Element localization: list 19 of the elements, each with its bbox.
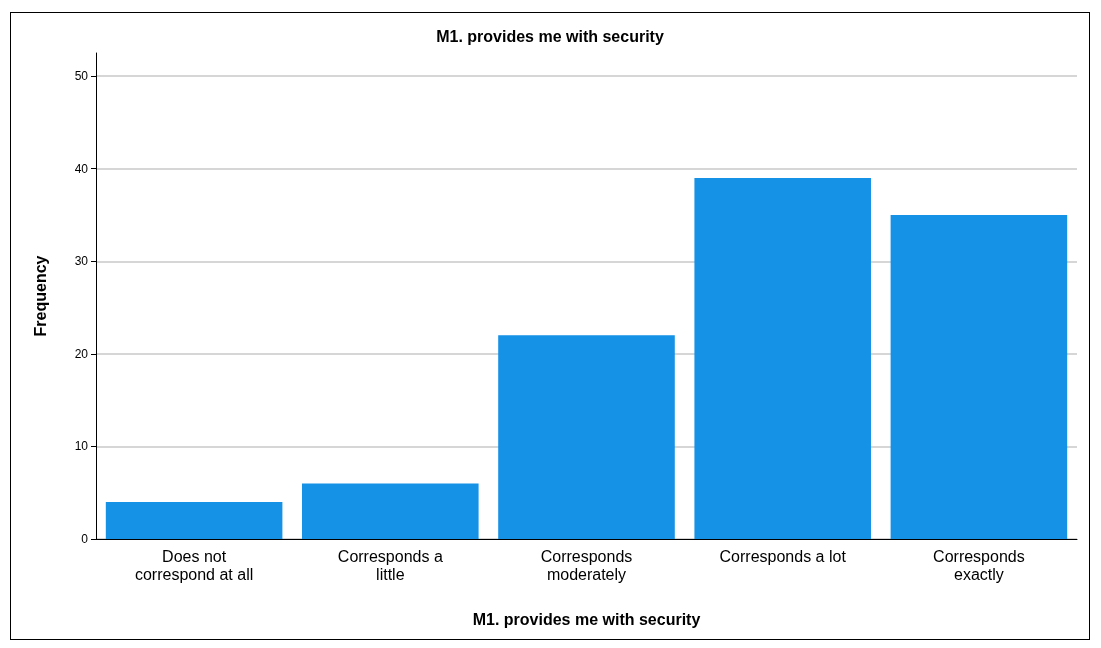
y-tick-label: 20 xyxy=(74,346,89,361)
y-tick-label: 30 xyxy=(74,254,89,269)
x-tick-label: Corresponds a lot xyxy=(719,547,847,565)
x-tick-label: Does not correspond at all xyxy=(134,547,254,583)
y-tick-label: 10 xyxy=(74,439,89,454)
x-tick-label: Corresponds exactly xyxy=(933,547,1025,583)
x-tick-label: Corresponds moderately xyxy=(540,547,633,583)
bar xyxy=(890,215,1068,539)
y-axis-title: Frequency xyxy=(31,255,49,337)
x-axis-title: M1. provides me with security xyxy=(472,610,701,628)
x-tick-label: Corresponds a little xyxy=(337,547,443,583)
y-tick-label: 50 xyxy=(74,69,89,84)
bar xyxy=(694,177,871,539)
bar xyxy=(105,501,283,539)
chart-title: M1. provides me with security xyxy=(436,27,664,45)
y-tick-label: 0 xyxy=(81,532,89,546)
bar xyxy=(302,483,479,539)
y-tick-label: 40 xyxy=(74,161,89,176)
bar xyxy=(498,335,675,539)
